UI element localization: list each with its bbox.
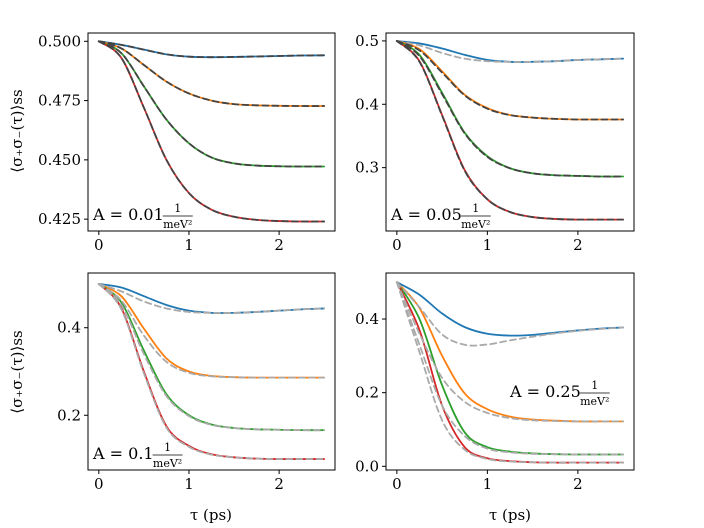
x-tick-label: 1 [184, 236, 194, 254]
annotation-denominator: meV² [580, 395, 609, 408]
plot-area [97, 40, 326, 223]
series-dashed-blue [395, 281, 625, 347]
series-dashed-blue [97, 40, 326, 59]
x-axis-title-right: τ (ps) [489, 506, 531, 524]
series-dashed-blue [395, 40, 625, 63]
y-tick-label: 0.4 [355, 95, 379, 113]
axes-frame [87, 32, 336, 232]
y-axis-title-top: ⟨σ₊σ₋(τ)⟩ss [8, 89, 26, 172]
series-dashed-red [97, 283, 326, 460]
x-tick-label: 2 [274, 236, 284, 254]
annotation-numerator: 1 [472, 202, 479, 215]
axes-frame [385, 32, 635, 232]
annotation-prefix: A = 0.05 [390, 205, 462, 224]
y-tick-label: 0.2 [57, 406, 81, 424]
y-tick-label: 0.4 [355, 310, 379, 328]
y-tick-label: 0.425 [38, 210, 81, 228]
plot-area [97, 283, 326, 460]
annotation-denominator: meV² [153, 457, 182, 470]
annotation: A = 0.1 1 meV² [92, 441, 183, 470]
x-tick-label: 0 [94, 236, 104, 254]
plot-area [395, 40, 625, 221]
annotation: A = 0.01 1 meV² [92, 202, 193, 231]
annotation-numerator: 1 [591, 379, 598, 392]
y-tick-label: 0.4 [57, 319, 81, 337]
series-dashed-green [97, 40, 326, 168]
y-tick-label: 0.450 [38, 151, 81, 169]
annotation-numerator: 1 [174, 202, 181, 215]
x-tick-label: 1 [184, 475, 194, 493]
axes-frame [385, 272, 635, 471]
axes-frame [87, 272, 336, 471]
annotation-denominator: meV² [461, 218, 490, 231]
y-axis-title-bottom: ⟨σ₊σ₋(τ)⟩ss [8, 330, 26, 413]
x-tick-label: 2 [274, 475, 284, 493]
y-tick-label: 0.3 [355, 159, 379, 177]
series-dashed-red [97, 40, 326, 223]
annotation-prefix: A = 0.01 [92, 205, 164, 224]
panel-bottom-right: 0 1 2 0.0 0.2 0.4 A = 0.25 1 meV² [355, 272, 635, 493]
annotation-prefix: A = 0.25 [509, 382, 581, 401]
panel-top-left: 0 1 2 0.425 0.450 0.475 0.500 A = 0.01 1 meV² [38, 32, 336, 254]
series-dashed-red [395, 40, 625, 221]
x-tick-label: 2 [573, 475, 583, 493]
plot-area [395, 281, 625, 464]
series-dashed-green [395, 281, 625, 456]
y-tick-label: 0.5 [355, 32, 379, 50]
y-tick-label: 0.0 [355, 457, 379, 475]
x-axis-title-left: τ (ps) [190, 506, 232, 524]
series-dashed-orange [97, 283, 326, 379]
y-tick-label: 0.500 [38, 32, 81, 50]
series-dashed-orange [395, 40, 625, 121]
annotation-numerator: 1 [164, 441, 171, 454]
annotation-prefix: A = 0.1 [92, 444, 154, 463]
annotation-denominator: meV² [163, 218, 192, 231]
series-dashed-blue [97, 283, 326, 314]
series-dashed-green [395, 40, 625, 178]
x-tick-label: 1 [483, 475, 493, 493]
annotation: A = 0.05 1 meV² [390, 202, 491, 231]
x-tick-label: 1 [483, 236, 493, 254]
x-tick-label: 2 [573, 236, 583, 254]
x-tick-label: 0 [392, 475, 402, 493]
series-dashed-orange [97, 40, 326, 107]
y-tick-label: 0.2 [355, 384, 379, 402]
series-dashed-orange [395, 281, 625, 423]
series-dashed-red [395, 281, 625, 464]
x-tick-label: 0 [392, 236, 402, 254]
annotation: A = 0.25 1 meV² [509, 379, 610, 408]
x-tick-label: 0 [94, 475, 104, 493]
y-tick-label: 0.475 [38, 92, 81, 110]
series-dashed-green [97, 283, 326, 432]
panel-top-right: 0 1 2 0.3 0.4 0.5 A = 0.05 1 meV² [355, 32, 635, 254]
